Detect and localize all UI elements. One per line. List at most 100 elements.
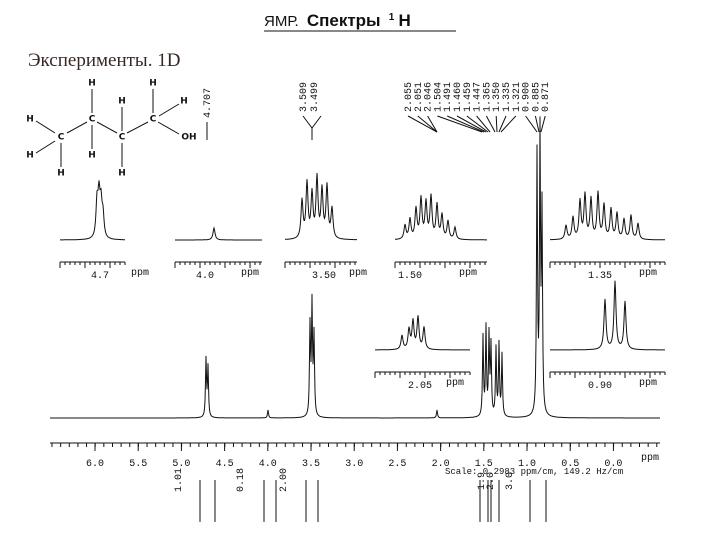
x-tick-label: 5.5 [129, 459, 147, 470]
bond [35, 140, 56, 154]
peak-pointer [437, 115, 483, 133]
inset-center-label: 4.0 [196, 271, 214, 282]
peak-pointer [495, 115, 498, 133]
inset-center-label: 1.35 [588, 271, 612, 282]
x-tick-label: 2.5 [388, 459, 406, 470]
scale-note: Scale: 0.2983 ppm/cm, 149.2 Hz/cm [445, 467, 623, 477]
peak-label: 1.460 [453, 82, 464, 112]
peak-label: 1.365 [482, 82, 493, 112]
atom-label: H [88, 79, 96, 89]
peak-label: 1.447 [473, 82, 484, 112]
peak-label: 2.046 [424, 82, 435, 112]
axis-unit: ppm [641, 453, 659, 464]
bond [96, 121, 118, 134]
bond [126, 121, 149, 134]
x-tick-label: 3.0 [345, 459, 363, 470]
peak-pointer [540, 115, 546, 133]
x-tick-label: 4.0 [259, 459, 277, 470]
atom-label: H [118, 97, 126, 107]
peak-label: 1.321 [512, 82, 523, 112]
bond [35, 120, 56, 134]
spectrum-trace [550, 280, 665, 351]
x-tick-label: 4.5 [216, 459, 234, 470]
peak-pointer [417, 115, 438, 133]
peak-label: 1.459 [463, 82, 474, 112]
peak-label: 0.900 [522, 82, 533, 112]
slide-title: ЯМР. Спектры 1 H [264, 7, 411, 30]
atom-label: H [180, 97, 188, 107]
spectrum-trace [60, 180, 125, 241]
peak-label: 1.350 [492, 82, 503, 112]
atom-label: C [89, 115, 96, 125]
inset-center-label: 1.50 [398, 271, 422, 282]
peak-pointer [485, 115, 496, 133]
x-tick-label: 2.0 [432, 459, 450, 470]
peak-label: 2.055 [404, 82, 415, 112]
bond [157, 121, 180, 135]
peak-pointer [407, 115, 438, 133]
integral-label: 1.01 [174, 468, 185, 492]
atom-label: H [26, 115, 34, 125]
spectrum-trace [550, 190, 665, 241]
title-sup: 1 [389, 12, 395, 23]
atom-label: C [58, 133, 65, 143]
spectrum-trace [395, 193, 487, 241]
subtitle: Эксперименты. 1D [28, 50, 180, 71]
peak-label: 1.335 [502, 82, 513, 112]
inset-unit: ppm [241, 268, 259, 279]
x-tick-label: 0.5 [561, 459, 579, 470]
peak-pointer [534, 115, 540, 133]
inset-unit: ppm [131, 268, 149, 279]
spectrum-trace [50, 116, 660, 419]
x-tick-label: 3.5 [302, 459, 320, 470]
inset-unit: ppm [349, 268, 367, 279]
inset-unit: ppm [446, 378, 464, 389]
peak-label: 4.707 [203, 88, 214, 118]
inset-unit: ppm [639, 378, 657, 389]
peak-pointer [525, 115, 538, 133]
integral-label: 2.00 [279, 468, 290, 492]
title-prefix: ЯМР. [264, 13, 299, 30]
atom-label: C [119, 133, 126, 143]
peak-pointer [498, 115, 507, 133]
atom-label: H [26, 151, 34, 161]
peak-pointer [302, 115, 322, 140]
x-tick-label: 0.0 [604, 459, 622, 470]
bond [158, 103, 180, 117]
inset-center-label: 4.7 [91, 271, 109, 282]
atom-label: H [118, 169, 126, 179]
atom-label: C [150, 115, 157, 125]
atom-label: H [149, 79, 157, 89]
molecule: H H H H H C C C C OH H H H H [26, 79, 196, 179]
atom-label: OH [181, 133, 196, 143]
peak-pointer [466, 115, 489, 133]
peak-pointer [447, 115, 485, 133]
atom-label: H [88, 151, 96, 161]
peak-pointer [500, 115, 517, 133]
x-tick-label: 1.0 [518, 459, 536, 470]
peak-pointer [476, 115, 491, 133]
peak-label: 0.885 [531, 82, 542, 112]
peak-label: 1.491 [443, 82, 454, 112]
integral-label: 1.9 [477, 472, 488, 490]
inset-center-label: 3.50 [312, 271, 336, 282]
peak-label: 3.509 [299, 82, 310, 112]
peak-label: 0.871 [541, 82, 552, 112]
integral-label: 0.18 [236, 468, 247, 492]
x-tick-label: 1.5 [475, 459, 493, 470]
bond [66, 121, 88, 134]
inset-unit: ppm [639, 268, 657, 279]
x-tick-label: 5.0 [172, 459, 190, 470]
atom-label: H [57, 169, 65, 179]
peak-pointer [456, 115, 487, 133]
inset-center-label: 0.90 [588, 381, 612, 392]
x-tick-label: 6.0 [86, 459, 104, 470]
peak-label: 1.504 [433, 82, 444, 112]
spectrum-trace [375, 315, 470, 351]
peak-label: 2.051 [414, 82, 425, 112]
spectrum-trace [284, 172, 358, 241]
inset-center-label: 2.05 [408, 381, 432, 392]
peak-label: 3.499 [310, 82, 321, 112]
